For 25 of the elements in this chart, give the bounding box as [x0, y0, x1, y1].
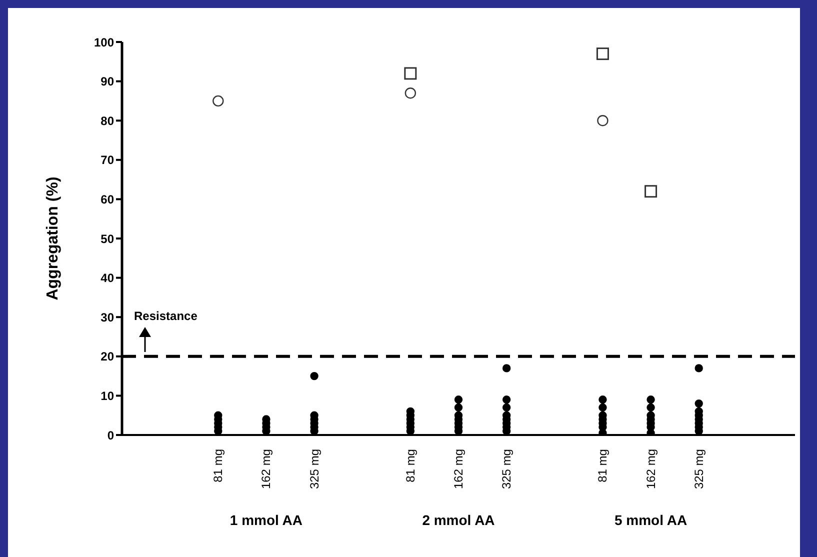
x-tick-label: 325 mg [500, 449, 514, 490]
x-tick-label: 162 mg [452, 449, 466, 490]
y-tick-label: 50 [100, 232, 114, 246]
x-tick-label: 325 mg [307, 449, 322, 490]
y-tick-label: 10 [100, 388, 114, 403]
y-tick-label: 80 [100, 114, 114, 128]
text: 2 mmol AA [421, 512, 496, 528]
x-tick-label: 81 mg [211, 449, 226, 482]
y-tick-label: 20 [100, 350, 114, 364]
x-tick-label: 81 mg [403, 449, 418, 482]
x-tick-label: 325 mg [692, 449, 706, 490]
x-tick-label: 162 mg [644, 449, 658, 490]
y-tick-label: 30 [100, 310, 114, 324]
text: 1 mmol AA [228, 512, 304, 528]
y-axis-title: Aggregation (%) [44, 176, 62, 300]
y-tick-label: 60 [100, 192, 114, 206]
y-tick-label: 100 [94, 35, 114, 50]
x-tick-label: 162 mg [259, 449, 274, 490]
text: 5 mmol AA [613, 512, 688, 528]
y-tick-label: 40 [100, 271, 114, 286]
annotation: Resistance [134, 308, 198, 323]
y-tick-label: 70 [100, 153, 114, 168]
y-tick-label: 0 [107, 428, 114, 442]
x-tick-label: 81 mg [596, 449, 610, 482]
y-tick-label: 90 [100, 74, 114, 89]
